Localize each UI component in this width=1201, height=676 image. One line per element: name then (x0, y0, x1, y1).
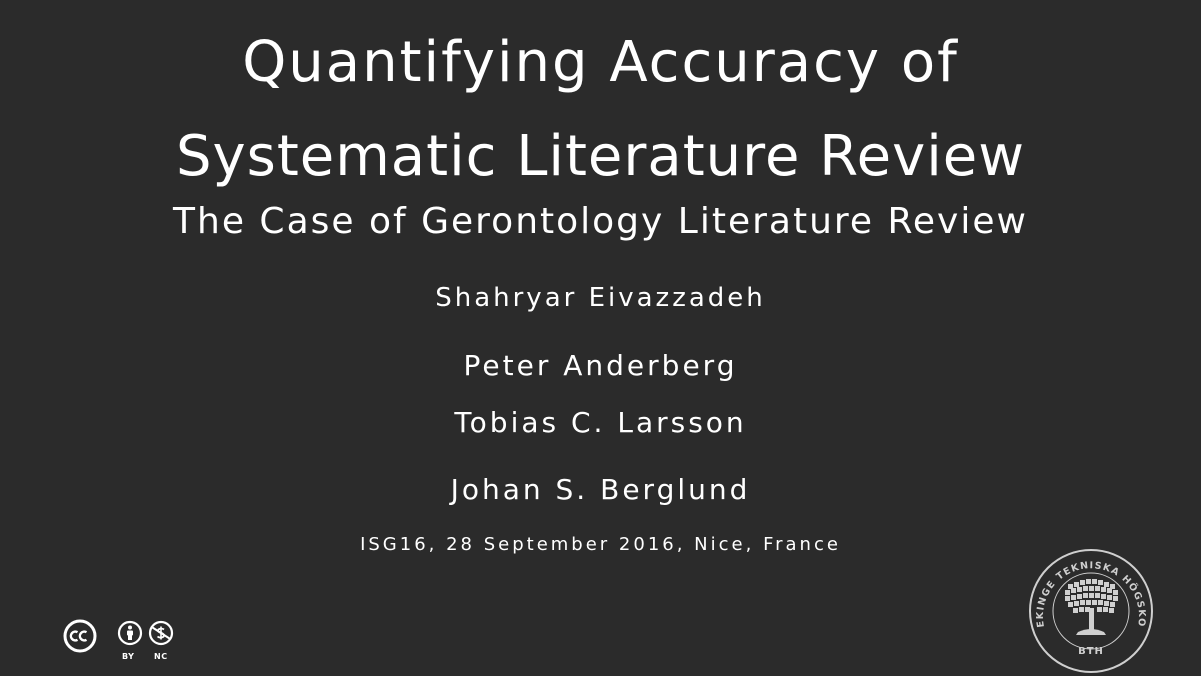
author-1: Shahryar Eivazzadeh (435, 283, 766, 313)
by-label: BY (122, 652, 135, 661)
bth-seal-logo: BLEKINGE TEKNISKA HÖGSKOLA BTH (1028, 548, 1153, 673)
title-line-1: Quantifying Accuracy of (242, 30, 959, 95)
author-3: Tobias C. Larsson (454, 406, 747, 439)
author-2: Peter Anderberg (463, 349, 738, 382)
conference-info: ISG16, 28 September 2016, Nice, France (360, 534, 841, 555)
nc-label: NC (154, 652, 168, 661)
attribution-icon (117, 620, 143, 646)
cc-license-badge: BY NC (62, 618, 182, 666)
subtitle: The Case of Gerontology Literature Revie… (173, 201, 1028, 242)
noncommercial-icon (148, 620, 174, 646)
cc-icon (63, 619, 97, 653)
seal-abbrev: BTH (1078, 646, 1104, 657)
author-4: Johan S. Berglund (450, 473, 751, 506)
title-line-2: Systematic Literature Review (175, 124, 1026, 189)
